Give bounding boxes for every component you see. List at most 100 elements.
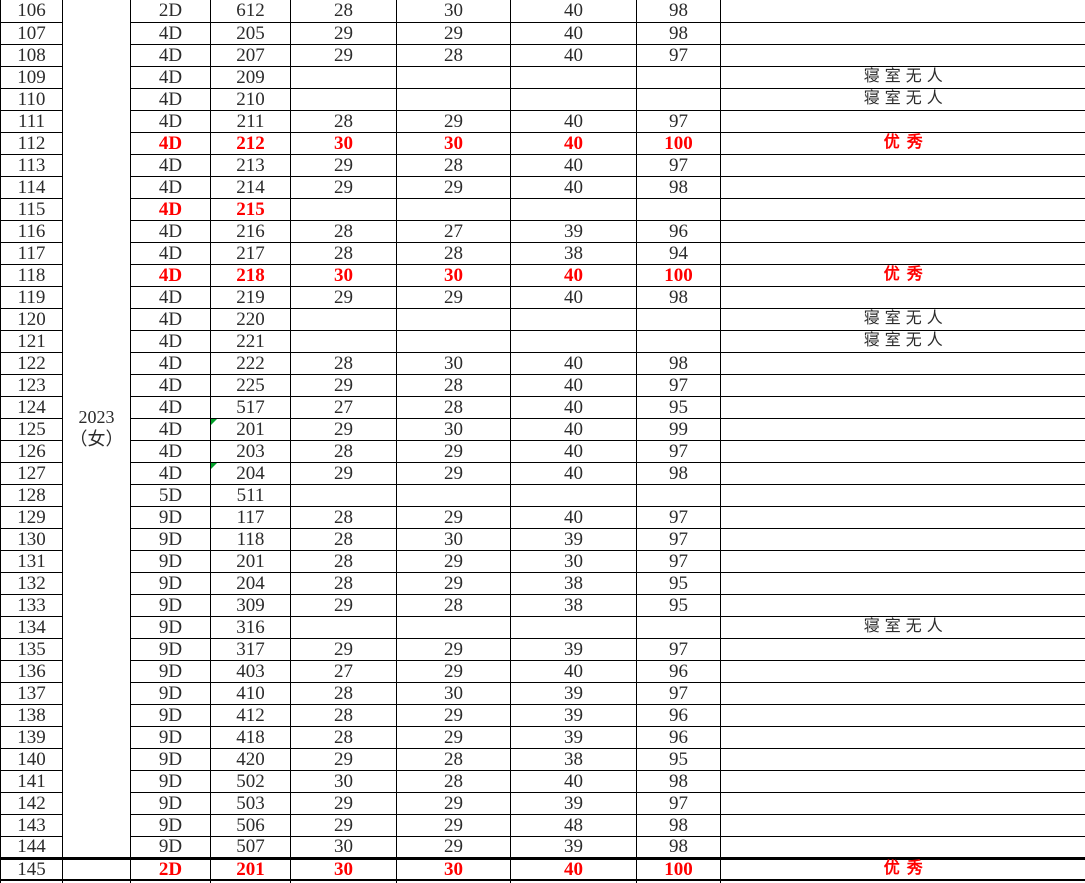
total-cell[interactable]: 100 bbox=[636, 857, 721, 881]
score3-cell[interactable]: 39 bbox=[510, 835, 637, 860]
building-cell[interactable]: 2D bbox=[130, 857, 211, 881]
score2-cell[interactable]: 30 bbox=[396, 263, 511, 287]
building-cell[interactable]: 4D bbox=[130, 175, 211, 199]
score3-cell[interactable] bbox=[510, 483, 637, 507]
score3-cell[interactable] bbox=[510, 307, 637, 331]
total-cell[interactable]: 98 bbox=[636, 769, 721, 793]
room-cell[interactable]: 214 bbox=[210, 175, 291, 199]
room-cell[interactable]: 507 bbox=[210, 835, 291, 860]
room-cell[interactable]: 212 bbox=[210, 131, 291, 155]
score1-cell[interactable]: 28 bbox=[290, 725, 397, 749]
row-number-cell[interactable]: 141 bbox=[0, 769, 63, 793]
score2-cell[interactable] bbox=[396, 329, 511, 353]
remark-cell[interactable] bbox=[720, 747, 1085, 771]
row-number-cell[interactable]: 127 bbox=[0, 461, 63, 485]
total-cell[interactable]: 96 bbox=[636, 219, 721, 243]
score1-cell[interactable]: 28 bbox=[290, 703, 397, 727]
remark-cell[interactable] bbox=[720, 703, 1085, 727]
building-cell[interactable]: 9D bbox=[130, 813, 211, 837]
score1-cell[interactable] bbox=[290, 65, 397, 89]
remark-cell[interactable] bbox=[720, 835, 1085, 860]
score1-cell[interactable]: 28 bbox=[290, 0, 397, 23]
room-cell[interactable]: 216 bbox=[210, 219, 291, 243]
row-number-cell[interactable]: 110 bbox=[0, 87, 63, 111]
room-cell[interactable]: 316 bbox=[210, 615, 291, 639]
building-cell[interactable]: 4D bbox=[130, 241, 211, 265]
score3-cell[interactable] bbox=[510, 65, 637, 89]
room-cell[interactable]: 217 bbox=[210, 241, 291, 265]
remark-cell[interactable] bbox=[720, 527, 1085, 551]
building-cell[interactable]: 4D bbox=[130, 65, 211, 89]
total-cell[interactable]: 100 bbox=[636, 131, 721, 155]
remark-cell[interactable] bbox=[720, 461, 1085, 485]
total-cell[interactable]: 95 bbox=[636, 747, 721, 771]
score3-cell[interactable] bbox=[510, 329, 637, 353]
total-cell[interactable]: 97 bbox=[636, 637, 721, 661]
remark-cell[interactable] bbox=[720, 219, 1085, 243]
score3-cell[interactable]: 40 bbox=[510, 373, 637, 397]
score2-cell[interactable]: 29 bbox=[396, 725, 511, 749]
room-cell[interactable]: 511 bbox=[210, 483, 291, 507]
remark-cell[interactable] bbox=[720, 681, 1085, 705]
building-cell[interactable]: 4D bbox=[130, 307, 211, 331]
remark-cell[interactable]: 寝室无人 bbox=[720, 65, 1085, 89]
total-cell[interactable] bbox=[636, 65, 721, 89]
building-cell[interactable]: 5D bbox=[130, 483, 211, 507]
score1-cell[interactable]: 29 bbox=[290, 593, 397, 617]
building-cell[interactable]: 4D bbox=[130, 351, 211, 375]
score1-cell[interactable]: 29 bbox=[290, 791, 397, 815]
score3-cell[interactable]: 40 bbox=[510, 351, 637, 375]
score1-cell[interactable]: 28 bbox=[290, 351, 397, 375]
score1-cell[interactable]: 29 bbox=[290, 285, 397, 309]
score2-cell[interactable]: 29 bbox=[396, 637, 511, 661]
room-cell[interactable]: 201 bbox=[210, 857, 291, 881]
building-cell[interactable]: 4D bbox=[130, 131, 211, 155]
total-cell[interactable]: 97 bbox=[636, 791, 721, 815]
score3-cell[interactable]: 30 bbox=[510, 549, 637, 573]
row-number-cell[interactable]: 109 bbox=[0, 65, 63, 89]
score2-cell[interactable]: 30 bbox=[396, 857, 511, 881]
score2-cell[interactable]: 28 bbox=[396, 153, 511, 177]
score2-cell[interactable]: 28 bbox=[396, 241, 511, 265]
score3-cell[interactable]: 39 bbox=[510, 527, 637, 551]
total-cell[interactable] bbox=[636, 307, 721, 331]
row-number-cell[interactable]: 143 bbox=[0, 813, 63, 837]
building-cell[interactable]: 9D bbox=[130, 725, 211, 749]
total-cell[interactable]: 97 bbox=[636, 43, 721, 67]
score2-cell[interactable]: 29 bbox=[396, 835, 511, 860]
score2-cell[interactable]: 30 bbox=[396, 0, 511, 23]
building-cell[interactable]: 4D bbox=[130, 285, 211, 309]
room-cell[interactable]: 215 bbox=[210, 197, 291, 221]
room-cell[interactable]: 201 bbox=[210, 417, 291, 441]
score3-cell[interactable]: 39 bbox=[510, 219, 637, 243]
score1-cell[interactable]: 29 bbox=[290, 637, 397, 661]
room-cell[interactable]: 502 bbox=[210, 769, 291, 793]
remark-cell[interactable]: 优秀 bbox=[720, 263, 1085, 287]
score3-cell[interactable] bbox=[510, 197, 637, 221]
row-number-cell[interactable]: 135 bbox=[0, 637, 63, 661]
room-cell[interactable]: 211 bbox=[210, 109, 291, 133]
row-number-cell[interactable]: 138 bbox=[0, 703, 63, 727]
score2-cell[interactable]: 30 bbox=[396, 681, 511, 705]
total-cell[interactable]: 96 bbox=[636, 703, 721, 727]
remark-cell[interactable] bbox=[720, 571, 1085, 595]
total-cell[interactable]: 97 bbox=[636, 527, 721, 551]
score1-cell[interactable]: 28 bbox=[290, 571, 397, 595]
remark-cell[interactable] bbox=[720, 791, 1085, 815]
score2-cell[interactable]: 29 bbox=[396, 439, 511, 463]
score1-cell[interactable] bbox=[290, 615, 397, 639]
total-cell[interactable]: 98 bbox=[636, 21, 721, 45]
score1-cell[interactable]: 29 bbox=[290, 43, 397, 67]
remark-cell[interactable]: 优秀 bbox=[720, 131, 1085, 155]
remark-cell[interactable] bbox=[720, 439, 1085, 463]
score2-cell[interactable]: 29 bbox=[396, 659, 511, 683]
remark-cell[interactable] bbox=[720, 241, 1085, 265]
remark-cell[interactable]: 寝室无人 bbox=[720, 87, 1085, 111]
remark-cell[interactable] bbox=[720, 659, 1085, 683]
score3-cell[interactable]: 39 bbox=[510, 681, 637, 705]
building-cell[interactable]: 4D bbox=[130, 373, 211, 397]
score3-cell[interactable]: 40 bbox=[510, 43, 637, 67]
remark-cell[interactable] bbox=[720, 109, 1085, 133]
score2-cell[interactable]: 29 bbox=[396, 505, 511, 529]
row-number-cell[interactable]: 112 bbox=[0, 131, 63, 155]
